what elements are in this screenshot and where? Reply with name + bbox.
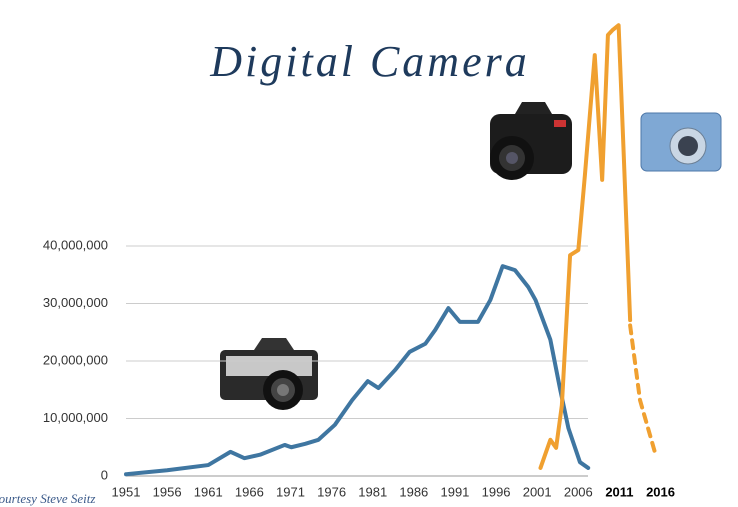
x-tick-label: 1976 [317, 484, 346, 499]
dslr-icon [490, 102, 572, 180]
x-tick-label: 1986 [399, 484, 428, 499]
x-tick-label: 1971 [276, 484, 305, 499]
series-line [124, 264, 591, 477]
y-tick-label: 30,000,000 [43, 295, 108, 310]
y-tick-label: 40,000,000 [43, 237, 108, 252]
x-tick-label: 1951 [112, 484, 141, 499]
x-tick-label: 1981 [358, 484, 387, 499]
y-tick-label: 0 [101, 467, 108, 482]
x-tick-label: 2001 [523, 484, 552, 499]
y-tick-label: 20,000,000 [43, 352, 108, 367]
x-tick-label: 1991 [440, 484, 469, 499]
chart-title: Digital Camera [209, 37, 529, 86]
series-line [628, 323, 658, 457]
x-tick-label: 2016 [646, 484, 675, 499]
x-tick-label: 1966 [235, 484, 264, 499]
x-tick-label: 1961 [194, 484, 223, 499]
series-line [538, 23, 633, 470]
compact-camera-icon [640, 112, 722, 172]
y-tick-label: 10,000,000 [43, 410, 108, 425]
film-camera-icon [220, 338, 318, 410]
x-tick-label: 1956 [153, 484, 182, 499]
x-tick-label: 2011 [605, 484, 633, 499]
credit: Courtesy Steve Seitz [0, 491, 95, 506]
x-tick-label: 1996 [482, 484, 511, 499]
x-tick-label: 2006 [564, 484, 593, 499]
